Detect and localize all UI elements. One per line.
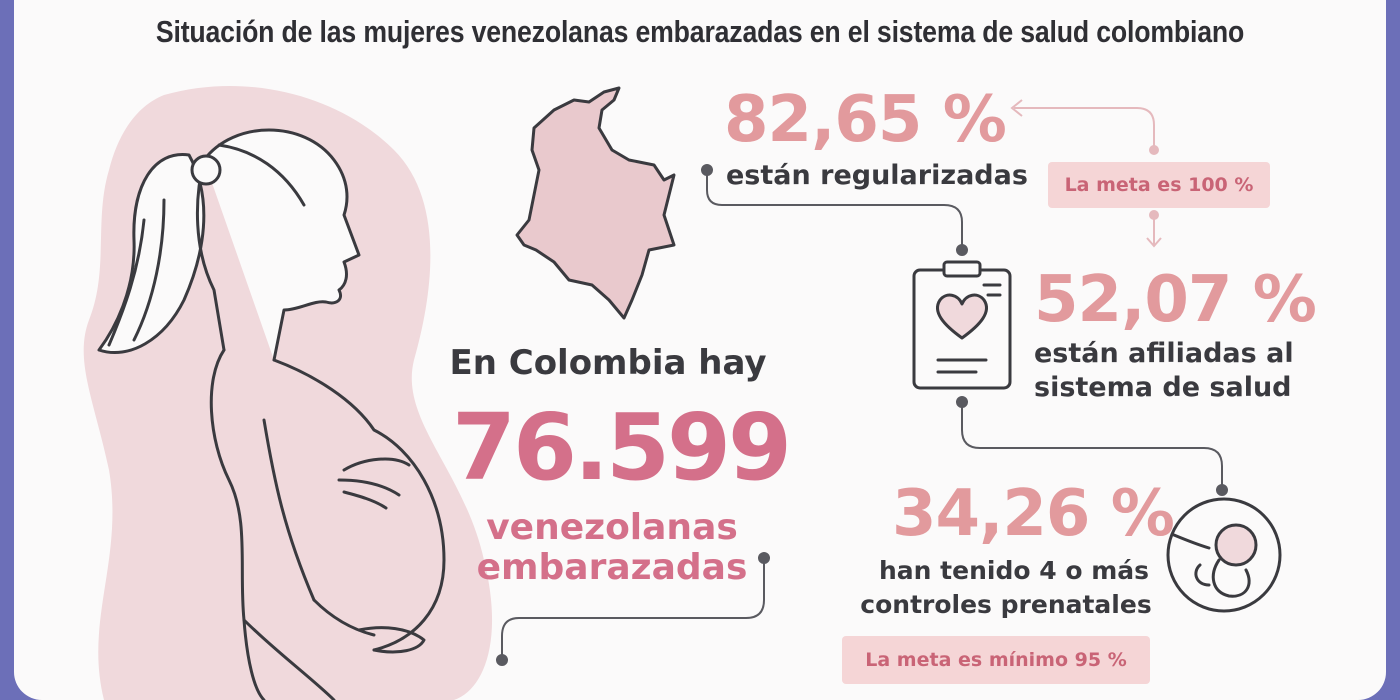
colombia-map-icon	[515, 86, 676, 320]
intro-text: En Colombia hay	[449, 343, 767, 383]
connector-3	[501, 558, 765, 660]
connector-2	[961, 402, 1223, 490]
stat-prenatal-label-line2: controles prenatales	[860, 590, 1152, 619]
clipboard-heart-icon	[912, 260, 1012, 390]
goal-badge-100: La meta es 100 %	[1048, 162, 1270, 208]
stat-prenatal-value: 34,26 %	[892, 477, 1175, 551]
stat-affiliated-label-line2: sistema de salud	[1034, 372, 1292, 403]
total-label-line1: venezolanas	[486, 507, 738, 548]
connector-1	[706, 170, 963, 250]
total-number: 76.599	[452, 394, 792, 501]
illustration-layer	[83, 86, 1282, 700]
infographic-card: Situación de las mujeres venezolanas emb…	[14, 0, 1386, 700]
fetus-icon	[1166, 497, 1282, 613]
stat-regularized-value: 82,65 %	[724, 83, 1007, 157]
page-title: Situación de las mujeres venezolanas emb…	[155, 14, 1245, 49]
goal-arrow-top	[1014, 107, 1155, 150]
stat-regularized-label: están regularizadas	[726, 160, 1028, 191]
pregnant-woman-illustration	[97, 128, 446, 700]
stat-affiliated-label-line1: están afiliadas al	[1034, 338, 1294, 369]
total-label-line2: embarazadas	[476, 547, 748, 588]
goal-badge-95: La meta es mínimo 95 %	[842, 636, 1150, 684]
stat-affiliated-value: 52,07 %	[1034, 263, 1317, 337]
stat-prenatal-label-line1: han tenido 4 o más	[879, 556, 1149, 585]
